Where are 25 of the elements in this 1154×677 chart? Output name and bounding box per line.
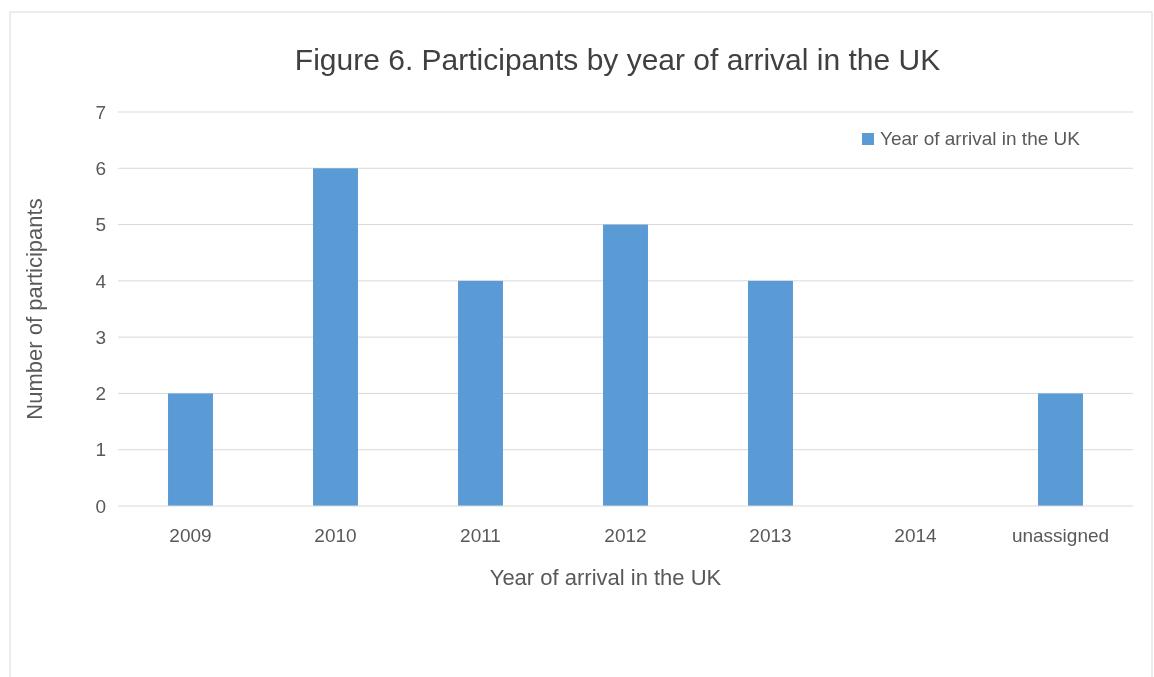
x-tick-label: 2009: [169, 525, 212, 546]
bar: [603, 224, 648, 506]
bar: [748, 280, 793, 506]
y-axis-title: Number of participants: [22, 198, 47, 420]
x-tick-label: 2012: [604, 525, 647, 546]
bar: [458, 280, 503, 506]
bar: [1038, 393, 1083, 506]
x-tick-label: 2010: [314, 525, 357, 546]
chart-title: Figure 6. Participants by year of arrival in the UK: [294, 43, 941, 76]
x-tick-label: 2013: [749, 525, 792, 546]
x-tick-label: 2014: [894, 525, 938, 546]
x-axis-title: Year of arrival in the UK: [489, 565, 722, 590]
bar: [168, 393, 213, 506]
bar: [313, 168, 358, 506]
y-tick-label: 1: [95, 439, 106, 461]
y-tick-label: 2: [95, 383, 106, 405]
x-tick-label: 2011: [460, 525, 501, 546]
x-tick-label: unassigned: [1011, 525, 1110, 546]
y-tick-label: 5: [95, 214, 106, 236]
y-tick-label: 3: [95, 326, 106, 348]
y-tick-label: 4: [95, 270, 107, 292]
y-tick-label: 6: [95, 157, 106, 179]
legend-label: Year of arrival in the UK: [880, 128, 1081, 149]
y-tick-label: 0: [95, 495, 106, 517]
y-tick-label: 7: [95, 101, 106, 123]
